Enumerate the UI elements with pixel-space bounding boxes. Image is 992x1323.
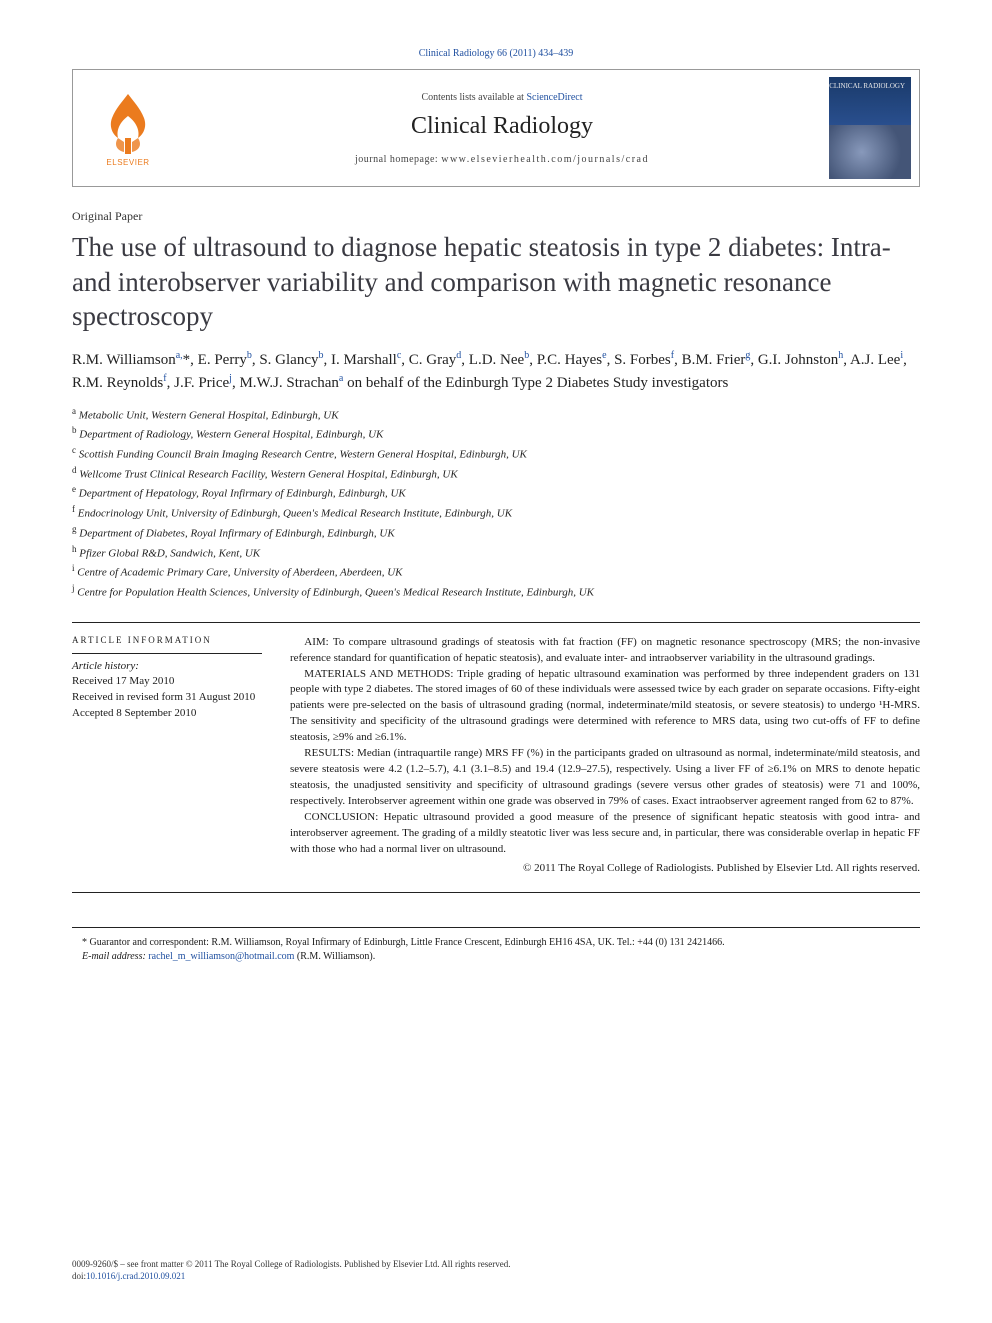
history-label: Article history: bbox=[72, 660, 262, 672]
citation: Clinical Radiology 66 (2011) 434–439 bbox=[72, 48, 920, 59]
affiliation-line: g Department of Diabetes, Royal Infirmar… bbox=[72, 523, 920, 543]
info-rule bbox=[72, 653, 262, 654]
email-footnote: E-mail address: rachel_m_williamson@hotm… bbox=[72, 950, 920, 964]
homepage-url[interactable]: www.elsevierhealth.com/journals/crad bbox=[441, 154, 649, 165]
article-info-heading: ARTICLE INFORMATION bbox=[72, 635, 262, 645]
paper-type: Original Paper bbox=[72, 209, 920, 224]
cover-thumb-cell: CLINICAL RADIOLOGY bbox=[821, 70, 919, 186]
abstract-column: AIM: To compare ultrasound gradings of s… bbox=[290, 635, 920, 874]
affiliation-line: b Department of Radiology, Western Gener… bbox=[72, 424, 920, 444]
info-abstract-row: ARTICLE INFORMATION Article history: Rec… bbox=[72, 635, 920, 874]
svg-text:ELSEVIER: ELSEVIER bbox=[106, 158, 149, 167]
cover-title: CLINICAL RADIOLOGY bbox=[829, 83, 905, 91]
footnote-label: Guarantor and correspondent: bbox=[90, 937, 212, 948]
history-revised: Received in revised form 31 August 2010 bbox=[72, 690, 262, 706]
page-footer: 0009-9260/$ – see front matter © 2011 Th… bbox=[72, 1258, 920, 1283]
contents-prefix: Contents lists available at bbox=[421, 92, 526, 103]
abstract-results: RESULTS: Median (intraquartile range) MR… bbox=[290, 746, 920, 810]
footnote-mark: * bbox=[82, 937, 87, 948]
elsevier-logo-icon: ELSEVIER bbox=[94, 88, 162, 168]
affiliation-line: i Centre of Academic Primary Care, Unive… bbox=[72, 562, 920, 582]
section-rule-2 bbox=[72, 892, 920, 893]
correspondence-footnote: * Guarantor and correspondent: R.M. Will… bbox=[72, 936, 920, 950]
abstract-copyright: © 2011 The Royal College of Radiologists… bbox=[290, 862, 920, 874]
affiliation-line: d Wellcome Trust Clinical Research Facil… bbox=[72, 464, 920, 484]
publisher-logo-cell: ELSEVIER bbox=[73, 70, 183, 186]
doi-prefix: doi: bbox=[72, 1271, 86, 1281]
abstract-conclusion: CONCLUSION: Hepatic ultrasound provided … bbox=[290, 810, 920, 858]
affiliation-line: f Endocrinology Unit, University of Edin… bbox=[72, 503, 920, 523]
cover-image bbox=[829, 125, 911, 179]
journal-header: ELSEVIER Contents lists available at Sci… bbox=[72, 69, 920, 187]
homepage-prefix: journal homepage: bbox=[355, 154, 441, 165]
email-label: E-mail address: bbox=[82, 951, 148, 962]
email-suffix: (R.M. Williamson). bbox=[294, 951, 375, 962]
article-info-column: ARTICLE INFORMATION Article history: Rec… bbox=[72, 635, 262, 874]
affiliations: a Metabolic Unit, Western General Hospit… bbox=[72, 405, 920, 602]
sciencedirect-link[interactable]: ScienceDirect bbox=[526, 92, 582, 103]
footnote-text: R.M. Williamson, Royal Infirmary of Edin… bbox=[211, 937, 724, 948]
history-accepted: Accepted 8 September 2010 bbox=[72, 706, 262, 722]
journal-name: Clinical Radiology bbox=[411, 113, 593, 140]
footer-copyright: 0009-9260/$ – see front matter © 2011 Th… bbox=[72, 1258, 920, 1271]
footer-doi: doi:10.1016/j.crad.2010.09.021 bbox=[72, 1270, 920, 1283]
abstract-materials: MATERIALS AND METHODS: Triple grading of… bbox=[290, 667, 920, 747]
affiliation-line: a Metabolic Unit, Western General Hospit… bbox=[72, 405, 920, 425]
history-received: Received 17 May 2010 bbox=[72, 674, 262, 690]
abstract-aim: AIM: To compare ultrasound gradings of s… bbox=[290, 635, 920, 667]
author-list: R.M. Williamsona,*, E. Perryb, S. Glancy… bbox=[72, 348, 920, 395]
journal-homepage: journal homepage: www.elsevierhealth.com… bbox=[355, 154, 649, 165]
journal-cover-thumbnail: CLINICAL RADIOLOGY bbox=[829, 77, 911, 179]
article-title: The use of ultrasound to diagnose hepati… bbox=[72, 230, 920, 334]
footnote-rule bbox=[72, 927, 920, 928]
affiliation-line: h Pfizer Global R&D, Sandwich, Kent, UK bbox=[72, 543, 920, 563]
journal-header-center: Contents lists available at ScienceDirec… bbox=[183, 70, 821, 186]
doi-link[interactable]: 10.1016/j.crad.2010.09.021 bbox=[86, 1271, 185, 1281]
section-rule bbox=[72, 622, 920, 623]
affiliation-line: j Centre for Population Health Sciences,… bbox=[72, 582, 920, 602]
email-link[interactable]: rachel_m_williamson@hotmail.com bbox=[148, 951, 294, 962]
contents-available: Contents lists available at ScienceDirec… bbox=[421, 92, 582, 103]
affiliation-line: e Department of Hepatology, Royal Infirm… bbox=[72, 483, 920, 503]
affiliation-line: c Scottish Funding Council Brain Imaging… bbox=[72, 444, 920, 464]
